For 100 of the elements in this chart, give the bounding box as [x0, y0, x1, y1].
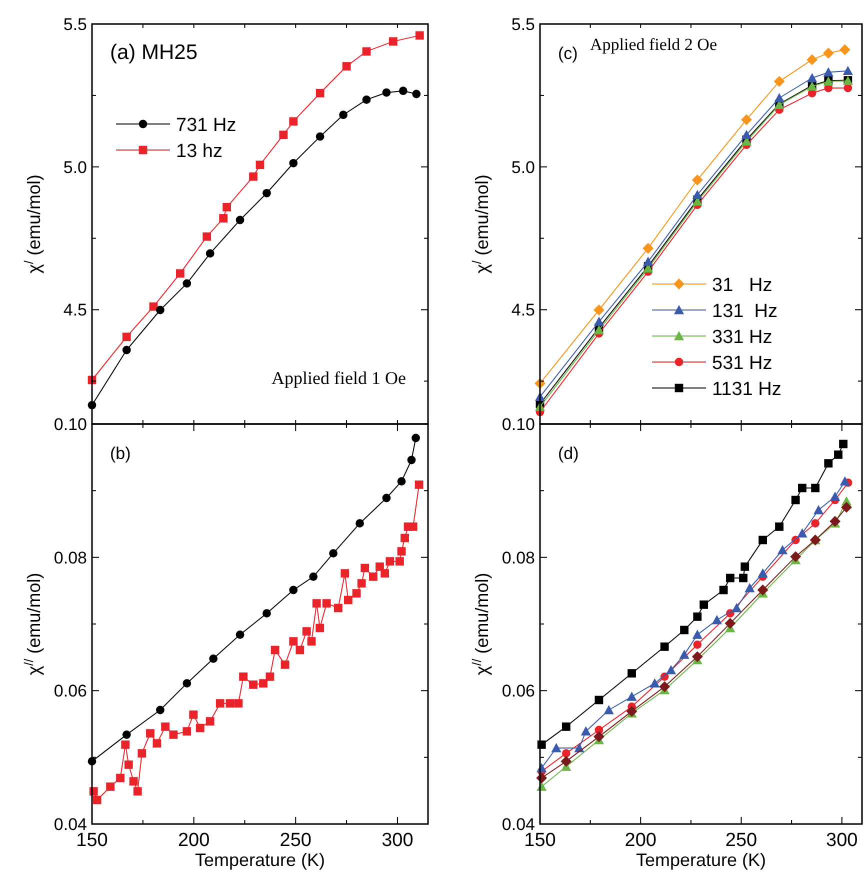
- point: [206, 249, 214, 258]
- point: [334, 604, 342, 612]
- point: [594, 696, 604, 704]
- point: [774, 76, 785, 87]
- point: [666, 664, 676, 674]
- point: [824, 459, 833, 468]
- point: [643, 256, 654, 266]
- point: [562, 722, 570, 731]
- point: [362, 47, 371, 56]
- y-tick-label: 0.06: [502, 682, 535, 701]
- x-tick-label: 300: [382, 830, 414, 851]
- point: [360, 564, 370, 572]
- point: [329, 549, 338, 558]
- x-tick-label: 200: [178, 830, 210, 851]
- point: [116, 774, 125, 782]
- point: [124, 760, 133, 769]
- legend-label: 131 Hz: [712, 301, 778, 322]
- point: [841, 502, 852, 513]
- y-tick-label: 5.0: [63, 158, 87, 177]
- point: [397, 547, 406, 556]
- point: [414, 480, 424, 489]
- point: [156, 306, 164, 314]
- point: [226, 699, 234, 708]
- point: [296, 646, 304, 654]
- point: [724, 618, 736, 629]
- point: [209, 654, 218, 663]
- legend-label: 531 Hz: [712, 353, 772, 374]
- point: [322, 599, 331, 608]
- point: [628, 669, 636, 678]
- point: [822, 48, 834, 59]
- y-tick-label: 0.10: [502, 415, 535, 434]
- point: [839, 440, 848, 448]
- y-tick-label: 4.5: [63, 300, 87, 320]
- legend-label: 13 hz: [176, 141, 222, 162]
- point: [732, 602, 742, 612]
- point: [700, 600, 708, 609]
- point: [92, 796, 102, 804]
- point: [791, 496, 800, 504]
- point: [342, 62, 351, 70]
- point: [356, 519, 364, 528]
- point: [798, 484, 806, 492]
- point: [122, 730, 131, 739]
- point: [692, 651, 703, 662]
- text: (c): [558, 44, 578, 63]
- text: (d): [558, 444, 579, 463]
- x-tick-label: 250: [280, 830, 312, 851]
- point: [719, 586, 728, 594]
- point: [138, 749, 146, 758]
- point: [408, 522, 418, 531]
- point: [626, 692, 637, 701]
- point: [206, 717, 214, 726]
- point: [397, 477, 406, 486]
- point: [774, 92, 784, 102]
- point: [362, 96, 371, 104]
- x-tick-label: 300: [826, 830, 858, 851]
- point: [316, 624, 324, 632]
- point: [106, 782, 115, 791]
- point: [692, 174, 703, 186]
- point: [395, 557, 404, 566]
- point: [289, 158, 298, 168]
- point: [152, 739, 162, 748]
- point: [122, 332, 131, 342]
- point: [156, 706, 164, 714]
- legend-label: 731 Hz: [176, 115, 236, 136]
- point: [758, 536, 767, 544]
- y-tick-label: 0.06: [54, 682, 87, 701]
- point: [806, 54, 818, 66]
- point: [739, 574, 748, 582]
- x-tick-label: 250: [725, 830, 758, 851]
- point: [712, 614, 722, 624]
- point: [262, 609, 271, 618]
- point: [594, 731, 604, 742]
- point: [840, 476, 850, 486]
- point: [400, 534, 409, 542]
- point: [289, 586, 298, 594]
- legend-label: 331 Hz: [712, 327, 772, 348]
- point: [234, 699, 243, 708]
- point: [259, 679, 268, 688]
- point: [344, 596, 352, 604]
- point: [249, 172, 258, 181]
- legend-label: 1131 Hz: [712, 379, 782, 400]
- point: [626, 706, 638, 717]
- y-tick-label: 5.5: [63, 15, 87, 34]
- point: [312, 599, 321, 608]
- point: [219, 214, 228, 222]
- point: [412, 90, 421, 98]
- point: [357, 579, 366, 588]
- point: [562, 749, 570, 758]
- point: [133, 787, 142, 796]
- point: [642, 242, 654, 254]
- point: [744, 582, 755, 592]
- y-tick-label: 0.10: [54, 415, 87, 434]
- point: [307, 637, 316, 646]
- point: [811, 519, 820, 528]
- point: [176, 269, 184, 278]
- point: [316, 88, 324, 98]
- point: [239, 672, 248, 681]
- point: [146, 729, 154, 738]
- point: [340, 569, 350, 578]
- point: [830, 516, 840, 527]
